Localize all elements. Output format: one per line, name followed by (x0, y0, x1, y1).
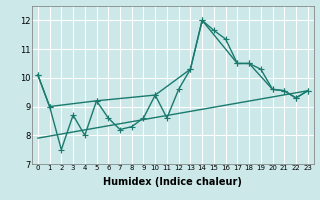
X-axis label: Humidex (Indice chaleur): Humidex (Indice chaleur) (103, 177, 242, 187)
